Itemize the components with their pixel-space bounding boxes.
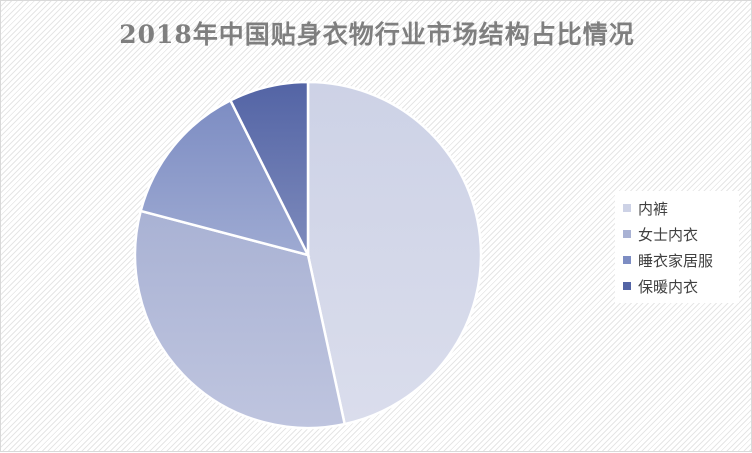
legend-swatch <box>623 282 631 290</box>
pie-slice-1 <box>306 80 483 426</box>
pie-slice-2 <box>133 209 347 430</box>
legend-label: 内裤 <box>638 199 669 218</box>
legend-item: 内裤 <box>615 195 739 221</box>
legend: 内裤 女士内衣 睡衣家居服 保暖内衣 <box>615 191 739 303</box>
legend-label: 睡衣家居服 <box>638 251 714 270</box>
chart-title: 2018年中国贴身衣物行业市场结构占比情况 <box>119 20 635 49</box>
pie-slice-3 <box>139 98 311 257</box>
legend-item: 保暖内衣 <box>615 273 739 299</box>
legend-label: 保暖内衣 <box>638 277 699 296</box>
legend-label: 女士内衣 <box>638 225 699 244</box>
legend-item: 女士内衣 <box>615 221 739 247</box>
legend-swatch <box>623 204 631 212</box>
legend-swatch <box>623 256 631 264</box>
legend-item: 睡衣家居服 <box>615 247 739 273</box>
legend-swatch <box>623 230 631 238</box>
pie-slice-4 <box>228 80 310 256</box>
